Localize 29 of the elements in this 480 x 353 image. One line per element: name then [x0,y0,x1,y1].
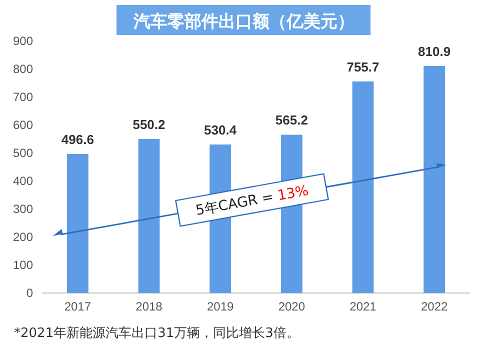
x-tick-label: 2017 [64,300,92,314]
y-tick-label: 300 [12,202,34,216]
x-tick-label: 2021 [350,300,377,314]
x-tick-label: 2022 [420,300,448,314]
chart-title: 汽车零部件出口额（亿美元） [132,12,354,32]
bar [138,138,160,293]
y-tick-label: 500 [12,146,34,160]
bar [66,154,88,293]
x-tick-label: 2018 [136,300,163,314]
data-label: 530.4 [204,122,238,138]
data-label: 755.7 [346,59,380,74]
y-tick-label: 800 [12,62,34,76]
y-tick-label: 0 [26,286,34,300]
y-tick-label: 700 [12,90,34,104]
bar [352,81,374,293]
y-tick-label: 400 [12,174,34,188]
y-tick-label: 200 [12,230,34,244]
data-label: 565.2 [275,112,308,128]
text: *2021年新能源汽车出口31万辆，同比增长3倍。 [14,326,300,341]
y-tick-label: 100 [12,258,34,272]
y-tick-label: 600 [12,118,34,132]
bar [424,66,446,293]
data-label: 810.9 [418,44,451,59]
data-label: 550.2 [132,116,166,132]
x-tick-label: 2020 [278,300,306,314]
data-label: 496.6 [61,132,94,147]
x-tick-label: 2019 [206,300,234,314]
y-tick-label: 900 [12,34,34,48]
annotation: 5年CAGR = 13% [194,182,310,220]
